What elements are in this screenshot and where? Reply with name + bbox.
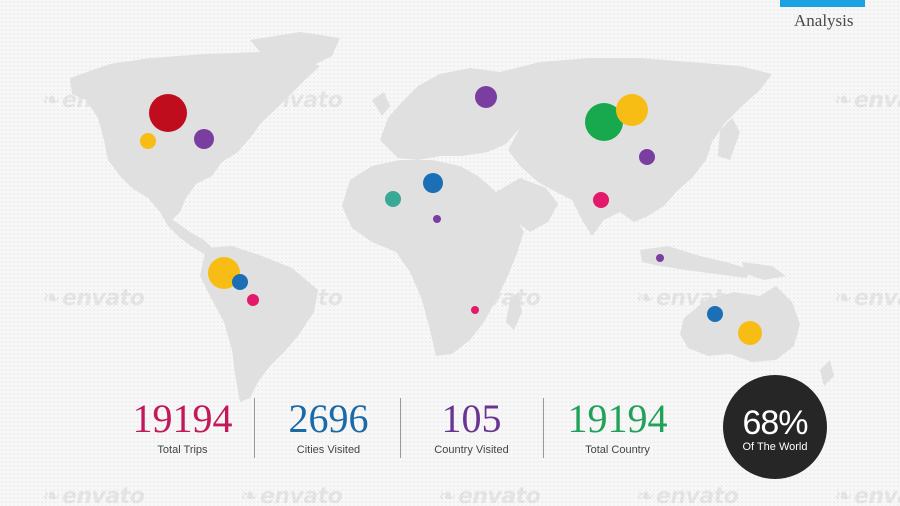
islands-indonesia <box>640 246 752 278</box>
map-marker-australia-yellow <box>738 321 762 345</box>
stat-divider <box>254 398 255 458</box>
stat-divider <box>400 398 401 458</box>
stat-label: Total Trips <box>157 444 208 456</box>
badge-caption: Of The World <box>742 441 808 453</box>
continent-central-america <box>160 212 214 256</box>
map-marker-indonesia-purple <box>656 254 664 262</box>
stat-cities-visited: 2696 Cities Visited <box>256 396 401 456</box>
stat-total-trips: 19194 Total Trips <box>110 396 255 456</box>
map-marker-africa-blue <box>423 173 443 193</box>
map-marker-africa-purple <box>433 215 441 223</box>
stat-value: 19194 <box>567 396 668 441</box>
map-marker-south-america-pink <box>247 294 259 306</box>
stat-label: Cities Visited <box>296 444 361 456</box>
stat-total-country: 19194 Total Country <box>545 396 690 456</box>
island-uk <box>372 92 390 116</box>
map-marker-south-america-yellow <box>208 257 240 289</box>
stats-row: 19194 Total Trips 2696 Cities Visited 10… <box>110 396 690 460</box>
map-marker-north-america-red <box>149 94 187 132</box>
world-percentage-badge: 68% Of The World <box>723 375 827 479</box>
map-marker-africa-teal <box>385 191 401 207</box>
stat-divider <box>543 398 544 458</box>
island-madagascar <box>506 292 522 330</box>
map-marker-south-america-blue <box>232 274 248 290</box>
stat-value: 2696 <box>288 396 369 441</box>
map-marker-europe-purple <box>475 86 497 108</box>
continent-australia <box>680 286 800 362</box>
continent-europe <box>380 68 528 160</box>
stat-label: Country Visited <box>434 444 509 456</box>
island-new-zealand <box>820 360 834 386</box>
continent-asia <box>500 58 772 236</box>
island-japan <box>718 118 740 160</box>
map-marker-asia-yellow <box>616 94 648 126</box>
map-marker-north-america-yellow <box>140 133 156 149</box>
map-marker-india-pink <box>593 192 609 208</box>
stat-value: 105 <box>441 396 502 441</box>
map-marker-asia-purple <box>639 149 655 165</box>
continent-greenland <box>250 32 340 66</box>
map-markers <box>140 86 762 345</box>
map-marker-north-america-purple <box>194 129 214 149</box>
continent-africa <box>342 160 524 356</box>
continent-arabia <box>496 178 558 232</box>
stat-label: Total Country <box>585 444 650 456</box>
continents <box>70 32 834 402</box>
stat-country-visited: 105 Country Visited <box>399 396 544 456</box>
header-accent-bar <box>780 0 865 7</box>
island-new-guinea <box>742 262 786 280</box>
page-title: Analysis <box>794 11 854 30</box>
map-marker-australia-blue <box>707 306 723 322</box>
stat-value: 19194 <box>132 396 233 441</box>
map-marker-africa-pink <box>471 306 479 314</box>
map-marker-asia-green <box>585 103 623 141</box>
badge-percent: 68% <box>742 404 808 442</box>
